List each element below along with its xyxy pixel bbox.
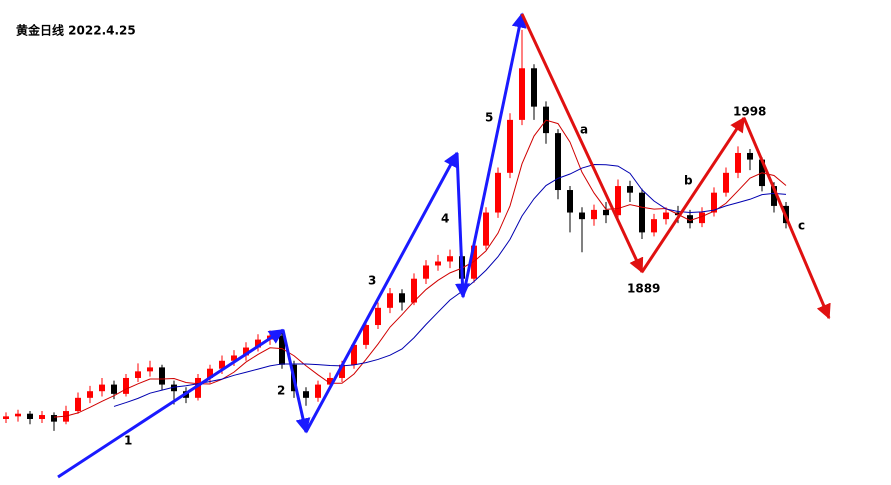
price-label: 1998 [733,105,766,119]
candle-body [3,416,9,419]
candle-body [531,68,537,107]
wave-label: 1 [124,434,132,448]
moving-average [53,119,787,418]
candle-body [87,391,93,398]
candle-body [519,68,525,120]
wave-lines-blue [57,12,527,479]
candle-body [75,397,81,412]
candle-body [579,212,585,220]
price-label: 1889 [627,282,660,296]
wave-line [454,152,470,299]
candle-body [603,209,609,216]
candle-body [123,377,129,394]
wave-label: b [684,174,693,188]
candle-body [423,265,429,279]
wave-line [640,116,746,273]
candle-body [39,415,45,419]
candle-body [687,215,693,224]
candle-body [99,384,105,392]
candle-body [351,344,357,365]
candle-body [435,261,441,266]
candle-body [555,133,561,191]
candle-body [747,152,753,160]
candle-body [147,367,153,372]
wave-line [461,12,527,298]
candle-body [711,192,717,213]
candle-body [327,377,333,385]
wave-lines-red [520,13,831,320]
candle-body [615,186,621,216]
candle-body [723,172,729,193]
wave-label: 3 [368,274,376,288]
wave-line [304,151,459,433]
candles [3,29,789,431]
wave-label: a [580,123,588,137]
chart-title: 黄金日线 2022.4.25 [16,23,136,38]
candle-body [771,186,777,206]
candle-body [363,325,369,345]
wave-label: 5 [485,111,493,125]
candle-body [219,360,225,369]
candle-body [315,384,321,398]
candle-body [411,278,417,303]
candle-body [699,212,705,224]
candle-body [231,355,237,361]
candle-body [51,415,57,422]
candle-body [663,212,669,220]
candle-body [135,371,141,378]
candle-body [447,256,453,262]
candle-body [471,245,477,279]
candle-body [507,119,513,173]
candle-body [207,368,213,378]
candle-body [279,335,285,365]
candle-body [567,190,573,213]
wave-line [281,329,311,434]
candle-body [483,212,489,246]
candle-body [627,186,633,193]
candle-body [399,293,405,303]
wave-line [742,117,831,320]
wave-label: 4 [441,212,449,226]
wave-line [520,13,644,274]
candle-body [303,391,309,398]
candle-body [651,219,657,233]
candle-body [735,152,741,173]
candle-body [171,384,177,392]
moving-average [113,163,787,407]
candle-body [27,413,33,419]
candle-body [243,347,249,356]
wave-line [57,328,285,479]
candle-body [339,364,345,378]
candle-body [15,413,21,417]
candle-body [195,377,201,398]
candle-body [111,384,117,394]
candle-body [591,209,597,220]
candle-body [495,172,501,213]
candle-body [375,307,381,326]
wave-label: c [798,219,805,233]
candle-body [387,293,393,308]
candle-body [159,367,165,385]
wave-label: 2 [277,384,285,398]
candle-body [639,192,645,233]
candle-body [255,339,261,348]
